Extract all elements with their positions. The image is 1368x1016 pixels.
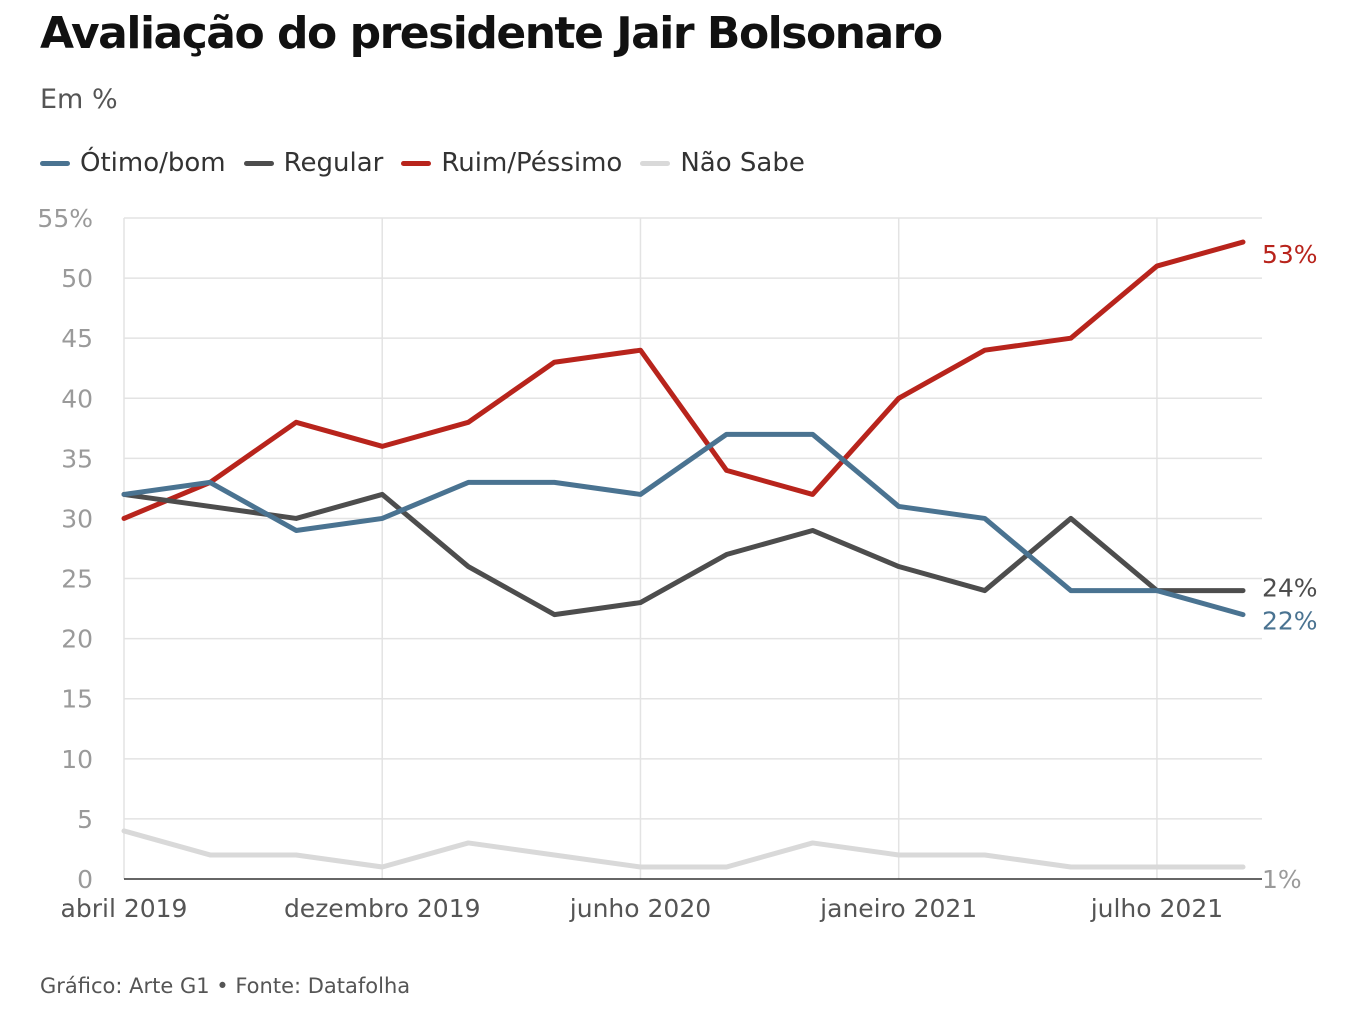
y-tick-label: 45	[61, 324, 93, 353]
series-line	[121, 239, 1246, 521]
legend-item: Regular	[243, 148, 384, 178]
series-line	[121, 828, 1246, 870]
y-tick-label: 20	[61, 625, 93, 654]
x-tick-label: abril 2019	[61, 894, 188, 923]
legend-item: Ótimo/bom	[40, 148, 226, 178]
x-tick-label: dezembro 2019	[284, 894, 481, 923]
legend-swatch	[243, 160, 274, 166]
y-tick-label: 5	[77, 805, 93, 834]
legend-label: Não Sabe	[680, 148, 805, 178]
series-line	[121, 431, 1246, 618]
legend-item: Ruim/Péssimo	[401, 148, 622, 178]
end-value-label: 53%	[1262, 240, 1318, 269]
end-value-label: 22%	[1262, 607, 1318, 636]
end-value-label: 1%	[1262, 865, 1302, 894]
legend-swatch	[640, 160, 671, 166]
y-tick-label: 0	[77, 865, 93, 894]
y-tick-label: 50	[61, 264, 93, 293]
end-value-label: 24%	[1262, 574, 1318, 603]
source-note: Gráfico: Arte G1 • Fonte: Datafolha	[40, 974, 411, 998]
legend-label: Ruim/Péssimo	[441, 148, 623, 178]
y-tick-label: 40	[61, 384, 93, 413]
x-tick-label: junho 2020	[569, 894, 711, 923]
y-tick-label: 30	[61, 504, 93, 533]
chart-title: Avaliação do presidente Jair Bolsonaro	[40, 8, 943, 59]
legend-swatch	[401, 160, 432, 166]
chart-subtitle: Em %	[40, 84, 118, 115]
y-tick-label: 35	[61, 444, 93, 473]
series-line	[121, 491, 1246, 618]
y-tick-label: 25	[61, 565, 93, 594]
y-tick-label: 15	[61, 685, 93, 714]
legend-label: Regular	[283, 148, 384, 178]
legend: Ótimo/bom Regular Ruim/Péssimo Não Sabe	[40, 148, 805, 178]
legend-swatch	[40, 160, 70, 166]
legend-item: Não Sabe	[640, 148, 805, 178]
legend-label: Ótimo/bom	[80, 148, 226, 178]
x-tick-label: janeiro 2021	[819, 894, 977, 923]
y-tick-label: 55%	[37, 204, 93, 233]
y-tick-label: 10	[61, 745, 93, 774]
x-tick-label: julho 2021	[1090, 894, 1223, 923]
